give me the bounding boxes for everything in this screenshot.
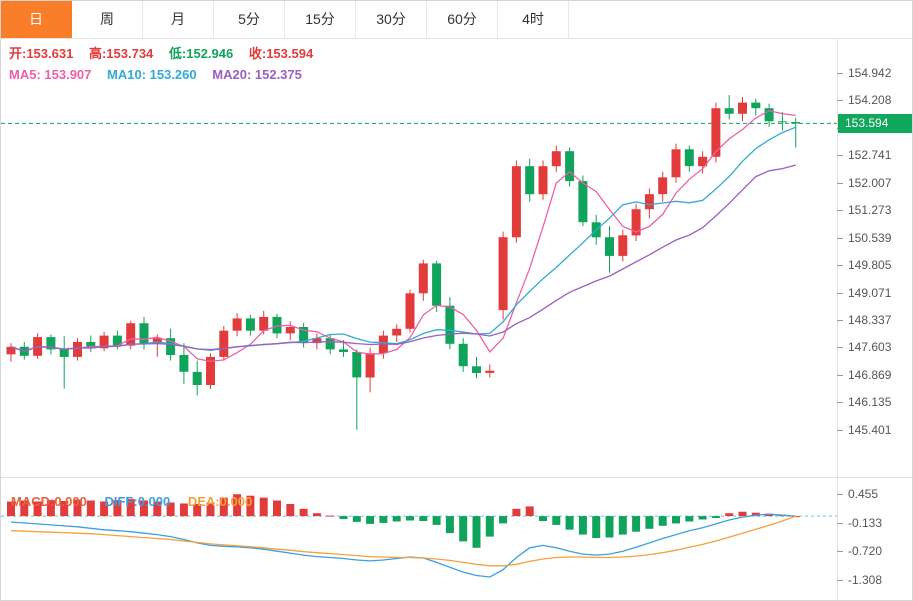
dea-line [10, 515, 796, 567]
candle [578, 175, 588, 226]
candle [525, 158, 535, 202]
candle [618, 229, 628, 262]
y-axis-tick: -0.133 [837, 515, 882, 531]
candle [472, 356, 481, 379]
tab-5min[interactable]: 5分 [214, 1, 285, 38]
candle [458, 338, 468, 372]
candle [418, 259, 428, 301]
axis-separator [837, 39, 838, 600]
candle [192, 360, 202, 396]
candle [392, 324, 402, 342]
candle [724, 95, 734, 120]
candle [219, 325, 229, 361]
y-axis-tick: 151.273 [837, 202, 891, 218]
candle [711, 102, 721, 163]
ohlc-row: 开:153.631 高:153.734 低:152.946 收:153.594 [9, 43, 325, 64]
candle [86, 335, 96, 352]
candle [605, 226, 614, 273]
y-axis-tick: -0.720 [837, 543, 882, 559]
candle [511, 160, 521, 243]
macd-values-overlay: MACD:0.000 DIFF:0.000 DEA:0.000 [11, 494, 266, 509]
y-axis-tick: 149.071 [837, 285, 891, 301]
candle [405, 289, 415, 333]
candle [59, 336, 69, 389]
candle [565, 147, 575, 187]
tab-60min[interactable]: 60分 [427, 1, 498, 38]
tab-month[interactable]: 月 [143, 1, 214, 38]
tab-4hour[interactable]: 4时 [498, 1, 569, 38]
macd-value: MACD:0.000 [11, 494, 87, 509]
candle [206, 353, 215, 389]
dea-value: DEA:0.000 [187, 494, 253, 509]
candle [671, 143, 681, 183]
candle [46, 334, 56, 355]
y-axis-tick: 148.337 [837, 312, 891, 328]
candle [232, 313, 242, 337]
ma20-line [10, 164, 796, 352]
ma20-value: MA20: 152.375 [212, 67, 302, 82]
high-value: 高:153.734 [88, 46, 154, 61]
y-axis-tick: 152.741 [837, 147, 891, 163]
candle [339, 340, 348, 357]
candle [99, 331, 109, 352]
candle [791, 118, 801, 148]
candle [658, 171, 668, 202]
y-axis-tick: -1.308 [837, 572, 882, 588]
y-axis-tick: 152.007 [837, 175, 891, 191]
candle [738, 97, 747, 122]
candle [684, 145, 694, 172]
panel-divider [1, 477, 912, 478]
ma-row: MA5: 153.907 MA10: 153.260 MA20: 152.375 [9, 64, 325, 85]
y-axis-tick: 146.869 [837, 367, 891, 383]
candle [538, 160, 548, 200]
tab-30min[interactable]: 30分 [356, 1, 427, 38]
tab-15min[interactable]: 15分 [285, 1, 356, 38]
candle [73, 338, 82, 361]
candle [751, 98, 761, 116]
chart-area: 开:153.631 高:153.734 低:152.946 收:153.594 … [1, 39, 912, 600]
ma5-value: MA5: 153.907 [9, 67, 92, 82]
y-axis-tick: 149.805 [837, 257, 891, 273]
open-value: 开:153.631 [9, 46, 74, 61]
candle [631, 203, 641, 241]
candle [777, 111, 787, 131]
current-price-tag: 153.594 [838, 114, 912, 133]
timeframe-tabbar: 日 周 月 5分 15分 30分 60分 4时 [1, 1, 912, 39]
candle [432, 260, 442, 312]
macd-chart[interactable] [1, 478, 837, 600]
low-value: 低:152.946 [168, 46, 234, 61]
ohlc-overlay: 开:153.631 高:153.734 低:152.946 收:153.594 … [9, 43, 325, 85]
y-axis-tick: 150.539 [837, 230, 891, 246]
candle [764, 103, 774, 127]
candle [352, 349, 362, 430]
y-axis-tick: 154.942 [837, 65, 891, 81]
diff-line [10, 513, 796, 578]
candle [245, 314, 255, 336]
candle [644, 188, 654, 219]
tab-day[interactable]: 日 [1, 1, 72, 38]
candle [299, 323, 309, 348]
y-axis-tick: 0.455 [837, 486, 878, 502]
ma10-value: MA10: 153.260 [107, 67, 197, 82]
candle [325, 334, 335, 355]
y-axis-tick: 146.135 [837, 394, 891, 410]
candlestick-chart[interactable] [1, 39, 837, 478]
candle [365, 347, 375, 393]
candle [445, 297, 455, 350]
y-axis-tick: 145.401 [837, 422, 891, 438]
diff-value: DIFF:0.000 [104, 494, 171, 509]
candle [698, 151, 708, 174]
candle [551, 145, 561, 172]
candle [179, 343, 189, 385]
candle [152, 334, 162, 357]
tab-week[interactable]: 周 [72, 1, 143, 38]
close-value: 收:153.594 [248, 46, 314, 61]
candle [285, 321, 295, 341]
y-axis-tick: 147.603 [837, 339, 891, 355]
candle [485, 364, 495, 378]
candle [6, 343, 16, 362]
candle [498, 231, 508, 320]
y-axis-tick: 154.208 [837, 92, 891, 108]
